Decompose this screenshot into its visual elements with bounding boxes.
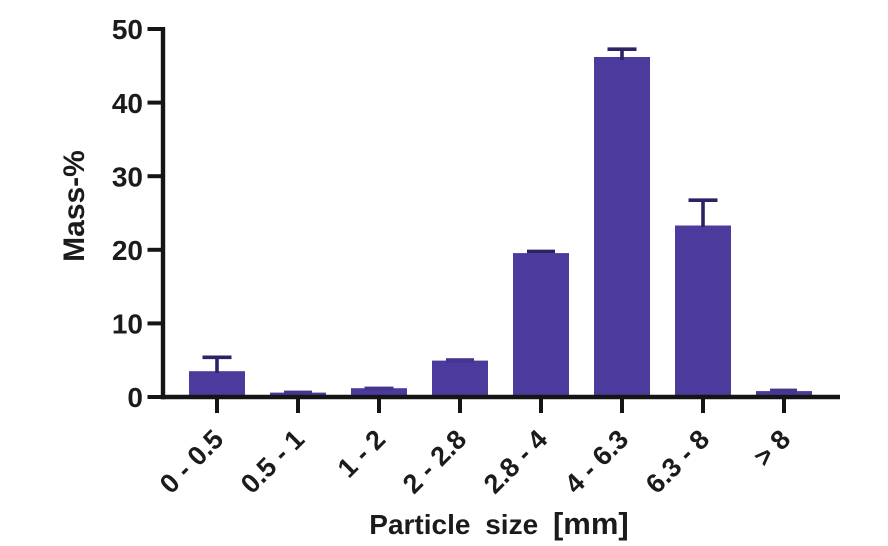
svg-text:40: 40 xyxy=(112,88,143,119)
svg-text:0: 0 xyxy=(127,382,143,413)
svg-text:2 - 2.8: 2 - 2.8 xyxy=(397,424,472,499)
svg-text:1 - 2: 1 - 2 xyxy=(332,424,391,483)
svg-text:30: 30 xyxy=(112,161,143,192)
svg-text:2.8 - 4: 2.8 - 4 xyxy=(478,424,553,499)
svg-text:Mass-%: Mass-% xyxy=(58,150,91,262)
svg-text:6.3 - 8: 6.3 - 8 xyxy=(640,424,715,499)
svg-text:Particle size [mm]: Particle size [mm] xyxy=(369,506,628,541)
svg-text:0.5 - 1: 0.5 - 1 xyxy=(235,424,310,499)
svg-text:50: 50 xyxy=(112,14,143,45)
svg-text:20: 20 xyxy=(112,235,143,266)
svg-text:> 8: > 8 xyxy=(748,424,796,472)
svg-text:4 - 6.3: 4 - 6.3 xyxy=(559,424,634,499)
svg-text:10: 10 xyxy=(112,309,143,340)
svg-text:0 - 0.5: 0 - 0.5 xyxy=(154,424,229,499)
